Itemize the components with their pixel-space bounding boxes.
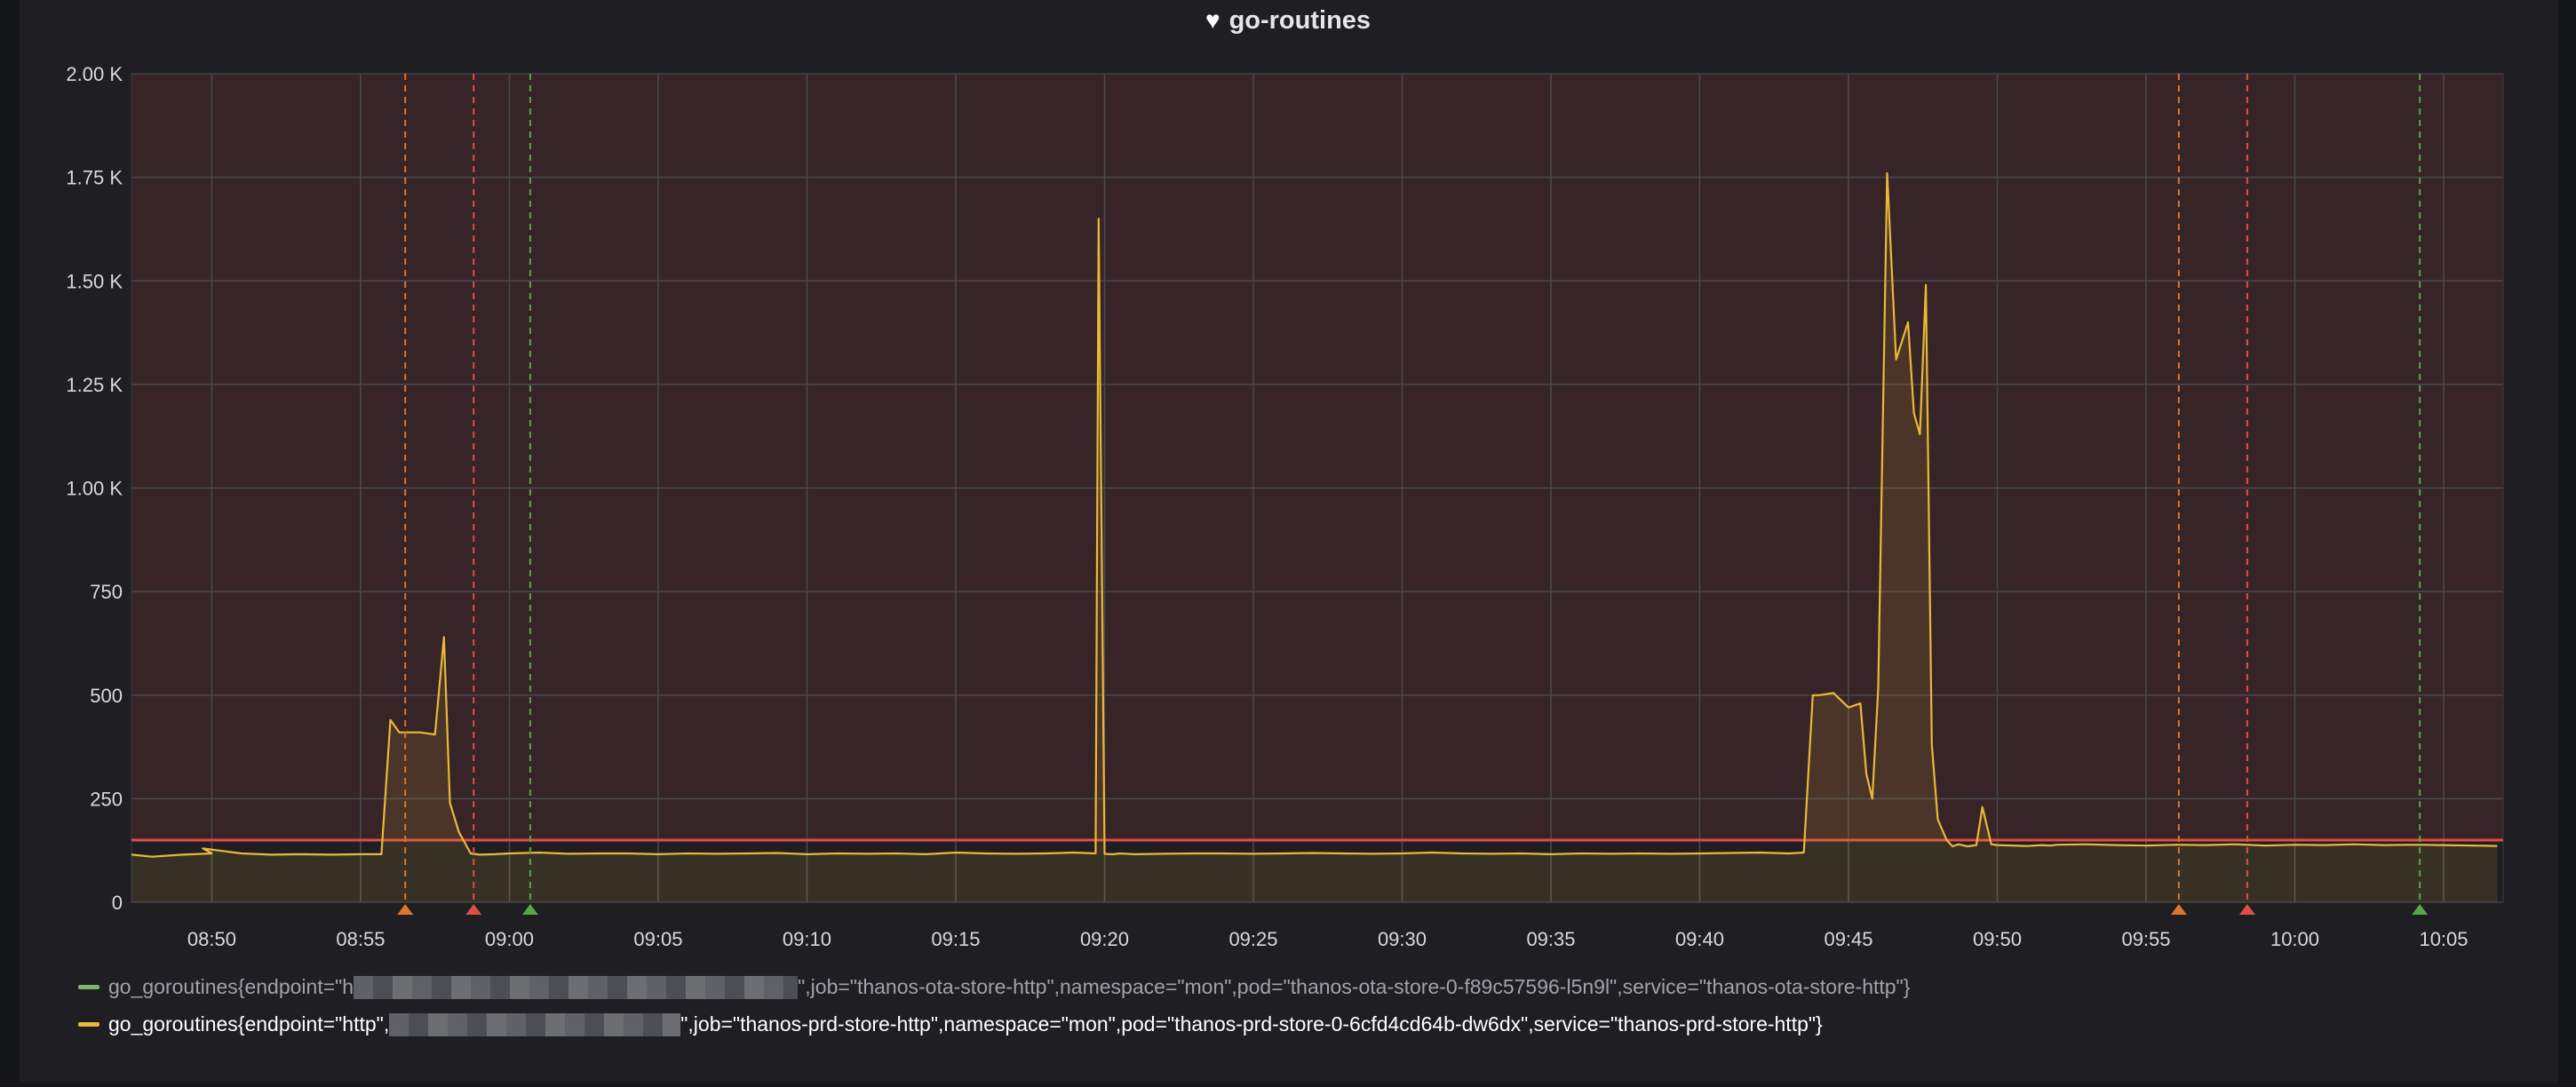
x-tick-label: 09:55	[2121, 928, 2170, 950]
legend-label-prd-prefix: go_goroutines{endpoint="http",	[108, 1012, 390, 1035]
redacted-block-prd	[389, 1013, 681, 1037]
x-tick-label: 09:45	[1824, 928, 1872, 950]
legend-label-prd[interactable]: go_goroutines{endpoint="http", ",job="tha…	[108, 1012, 1823, 1037]
legend-label-prd-suffix: ",job="thanos-prd-store-http",namespace=…	[680, 1012, 1823, 1035]
legend-label-ota-suffix: ",job="thanos-ota-store-http",namespace=…	[798, 974, 1911, 998]
x-tick-label: 10:05	[2419, 928, 2468, 950]
redacted-block-ota	[354, 976, 799, 1000]
legend-swatch-prd	[78, 1021, 99, 1027]
panel-title-text: go-routines	[1228, 5, 1371, 35]
legend: go_goroutines{endpoint="h ",job="thanos-o…	[78, 968, 2556, 1043]
x-tick-label: 09:05	[633, 928, 682, 950]
x-tick-label: 08:50	[187, 928, 236, 950]
x-tick-label: 09:20	[1080, 928, 1129, 950]
plot-border	[131, 73, 2504, 903]
y-tick-label: 1.25 K	[66, 374, 123, 396]
series-line[interactable]	[131, 171, 2498, 858]
y-tick-label: 1.50 K	[66, 270, 123, 292]
annotation-marker[interactable]	[2412, 904, 2429, 915]
y-tick-label: 500	[90, 685, 123, 707]
annotation-marker[interactable]	[2238, 904, 2255, 915]
annotation-marker[interactable]	[521, 904, 538, 915]
x-tick-label: 09:30	[1378, 928, 1427, 950]
x-tick-label: 10:00	[2270, 928, 2319, 950]
legend-label-ota-prefix: go_goroutines{endpoint="h	[108, 974, 354, 998]
threshold-region	[131, 74, 2503, 841]
y-tick-label: 1.75 K	[66, 167, 123, 189]
y-tick-label: 0	[112, 892, 123, 914]
y-tick-label: 250	[90, 788, 123, 810]
panel-title[interactable]: ♥ go-routines	[0, 0, 2576, 41]
heart-icon: ♥	[1205, 6, 1220, 34]
x-tick-label: 09:50	[1973, 928, 2022, 950]
legend-swatch-ota	[78, 984, 99, 989]
y-tick-label: 2.00 K	[66, 63, 123, 85]
legend-item-prd-store[interactable]: go_goroutines{endpoint="http", ",job="tha…	[78, 1005, 2556, 1043]
series-area	[131, 173, 2498, 902]
x-tick-label: 09:10	[783, 928, 831, 950]
x-tick-label: 09:40	[1675, 928, 1724, 950]
y-tick-label: 1.00 K	[66, 478, 123, 500]
annotation-marker[interactable]	[2170, 904, 2187, 915]
annotation-marker[interactable]	[465, 904, 482, 915]
x-tick-label: 08:55	[336, 928, 385, 950]
x-tick-label: 09:35	[1526, 928, 1575, 950]
legend-label-ota[interactable]: go_goroutines{endpoint="h ",job="thanos-o…	[108, 974, 1911, 1000]
x-tick-label: 09:00	[485, 928, 534, 950]
x-tick-label: 09:15	[931, 928, 980, 950]
y-tick-label: 750	[90, 581, 123, 603]
annotation-marker[interactable]	[397, 904, 414, 915]
x-tick-label: 09:25	[1228, 928, 1277, 950]
legend-item-ota-store[interactable]: go_goroutines{endpoint="h ",job="thanos-o…	[78, 968, 2556, 1005]
